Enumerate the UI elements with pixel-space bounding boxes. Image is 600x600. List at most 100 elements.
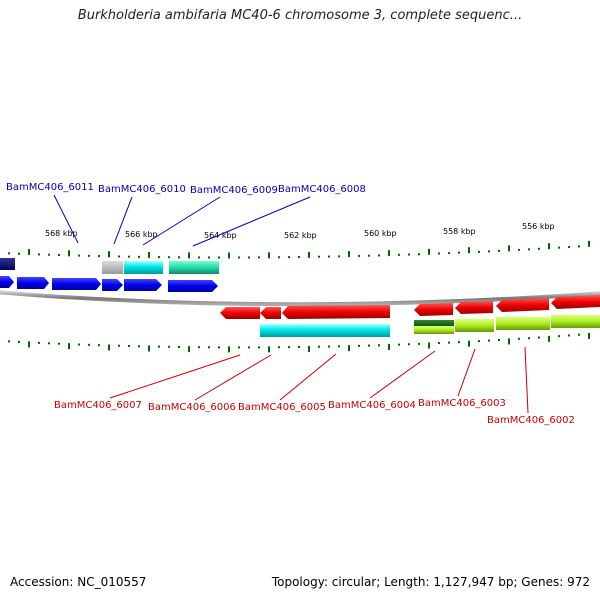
ruler-label-568: 568 kbp	[45, 229, 78, 238]
major-tick	[108, 251, 110, 258]
major-tick	[588, 332, 590, 339]
minor-tick	[578, 333, 580, 336]
minor-tick	[408, 253, 410, 256]
gene-label-6007[interactable]: BamMC406_6007	[54, 400, 142, 411]
minor-tick	[498, 339, 500, 342]
major-tick	[468, 340, 470, 347]
minor-tick	[418, 253, 420, 256]
minor-tick	[338, 345, 340, 348]
major-tick	[188, 346, 190, 353]
genome-summary-text: Topology: circular; Length: 1,127,947 bp…	[271, 575, 590, 589]
gene-label-6003[interactable]: BamMC406_6003	[418, 398, 506, 409]
gene-arrow[interactable]	[0, 276, 14, 288]
minor-tick	[278, 346, 280, 349]
minor-tick	[118, 344, 120, 347]
gene-label-6002[interactable]: BamMC406_6002	[487, 415, 575, 426]
reverse-strand-genes	[220, 295, 600, 319]
gene-block[interactable]	[496, 317, 550, 330]
major-tick	[268, 252, 270, 259]
minor-tick	[528, 337, 530, 340]
minor-tick	[498, 249, 500, 252]
gene-label-6010[interactable]: BamMC406_6010	[98, 184, 186, 195]
major-tick	[108, 344, 110, 351]
minor-tick	[178, 345, 180, 348]
minor-tick	[438, 252, 440, 255]
upper-ruler-ticks	[8, 240, 590, 259]
gene-arrow[interactable]	[52, 278, 101, 290]
gene-block[interactable]	[169, 261, 219, 274]
minor-tick	[38, 341, 40, 344]
major-tick	[348, 251, 350, 258]
gene-arrow[interactable]	[455, 301, 493, 314]
major-tick	[548, 335, 550, 342]
gene-block[interactable]	[260, 324, 390, 337]
minor-tick	[48, 342, 50, 345]
minor-tick	[258, 346, 260, 349]
minor-tick	[558, 335, 560, 338]
gene-label-6008[interactable]: BamMC406_6008	[278, 184, 366, 195]
gene-block[interactable]	[124, 261, 163, 274]
gene-arrow[interactable]	[17, 277, 49, 289]
minor-tick	[38, 253, 40, 256]
minor-tick	[138, 345, 140, 348]
major-tick	[188, 252, 190, 259]
major-tick	[508, 338, 510, 345]
gene-label-6006[interactable]: BamMC406_6006	[148, 402, 236, 413]
major-tick	[348, 345, 350, 352]
minor-tick	[248, 256, 250, 259]
minor-tick	[358, 254, 360, 257]
minor-tick	[288, 346, 290, 349]
gene-block[interactable]	[102, 261, 123, 274]
minor-tick	[248, 346, 250, 349]
ruler-label-564: 564 kbp	[204, 231, 237, 240]
ruler-label-558: 558 kbp	[443, 227, 476, 236]
minor-tick	[568, 246, 570, 249]
gene-block[interactable]	[0, 258, 15, 270]
gene-arrow[interactable]	[168, 280, 218, 292]
gene-label-6011[interactable]: BamMC406_6011	[6, 182, 94, 193]
gene-block[interactable]	[414, 326, 454, 334]
gene-arrow[interactable]	[102, 279, 123, 291]
gene-arrow[interactable]	[282, 305, 390, 319]
lower-ruler-ticks	[8, 332, 590, 353]
minor-tick	[18, 252, 20, 255]
gene-arrow[interactable]	[220, 307, 260, 319]
gene-arrow[interactable]	[551, 295, 600, 309]
minor-tick	[358, 344, 360, 347]
ruler-label-562: 562 kbp	[284, 231, 317, 240]
major-tick	[428, 342, 430, 349]
minor-tick	[488, 339, 490, 342]
minor-tick	[198, 346, 200, 349]
major-tick	[68, 343, 70, 350]
minor-tick	[278, 256, 280, 259]
minor-tick	[458, 251, 460, 254]
major-tick	[228, 252, 230, 259]
gene-block[interactable]	[455, 319, 494, 332]
minor-tick	[78, 343, 80, 346]
minor-tick	[528, 248, 530, 251]
gene-arrow[interactable]	[260, 307, 281, 319]
minor-tick	[368, 344, 370, 347]
minor-tick	[368, 254, 370, 257]
gene-label-6009[interactable]: BamMC406_6009	[190, 185, 278, 196]
accession-text: Accession: NC_010557	[10, 575, 147, 589]
gene-arrow[interactable]	[496, 298, 549, 312]
major-tick	[388, 250, 390, 257]
gene-arrow[interactable]	[414, 303, 453, 316]
gene-arrow[interactable]	[124, 279, 162, 291]
minor-tick	[218, 346, 220, 349]
minor-tick	[258, 256, 260, 259]
gene-block[interactable]	[414, 320, 454, 326]
lower-leader-lines	[109, 346, 529, 414]
minor-tick	[478, 340, 480, 343]
gene-label-6005[interactable]: BamMC406_6005	[238, 402, 326, 413]
minor-tick	[538, 247, 540, 250]
minor-tick	[298, 346, 300, 349]
minor-tick	[518, 337, 520, 340]
minor-tick	[168, 256, 170, 259]
major-tick	[228, 346, 230, 353]
major-tick	[428, 248, 430, 255]
gene-block[interactable]	[551, 315, 600, 328]
gene-label-6004[interactable]: BamMC406_6004	[328, 400, 416, 411]
lower-feature-lane	[260, 315, 600, 337]
